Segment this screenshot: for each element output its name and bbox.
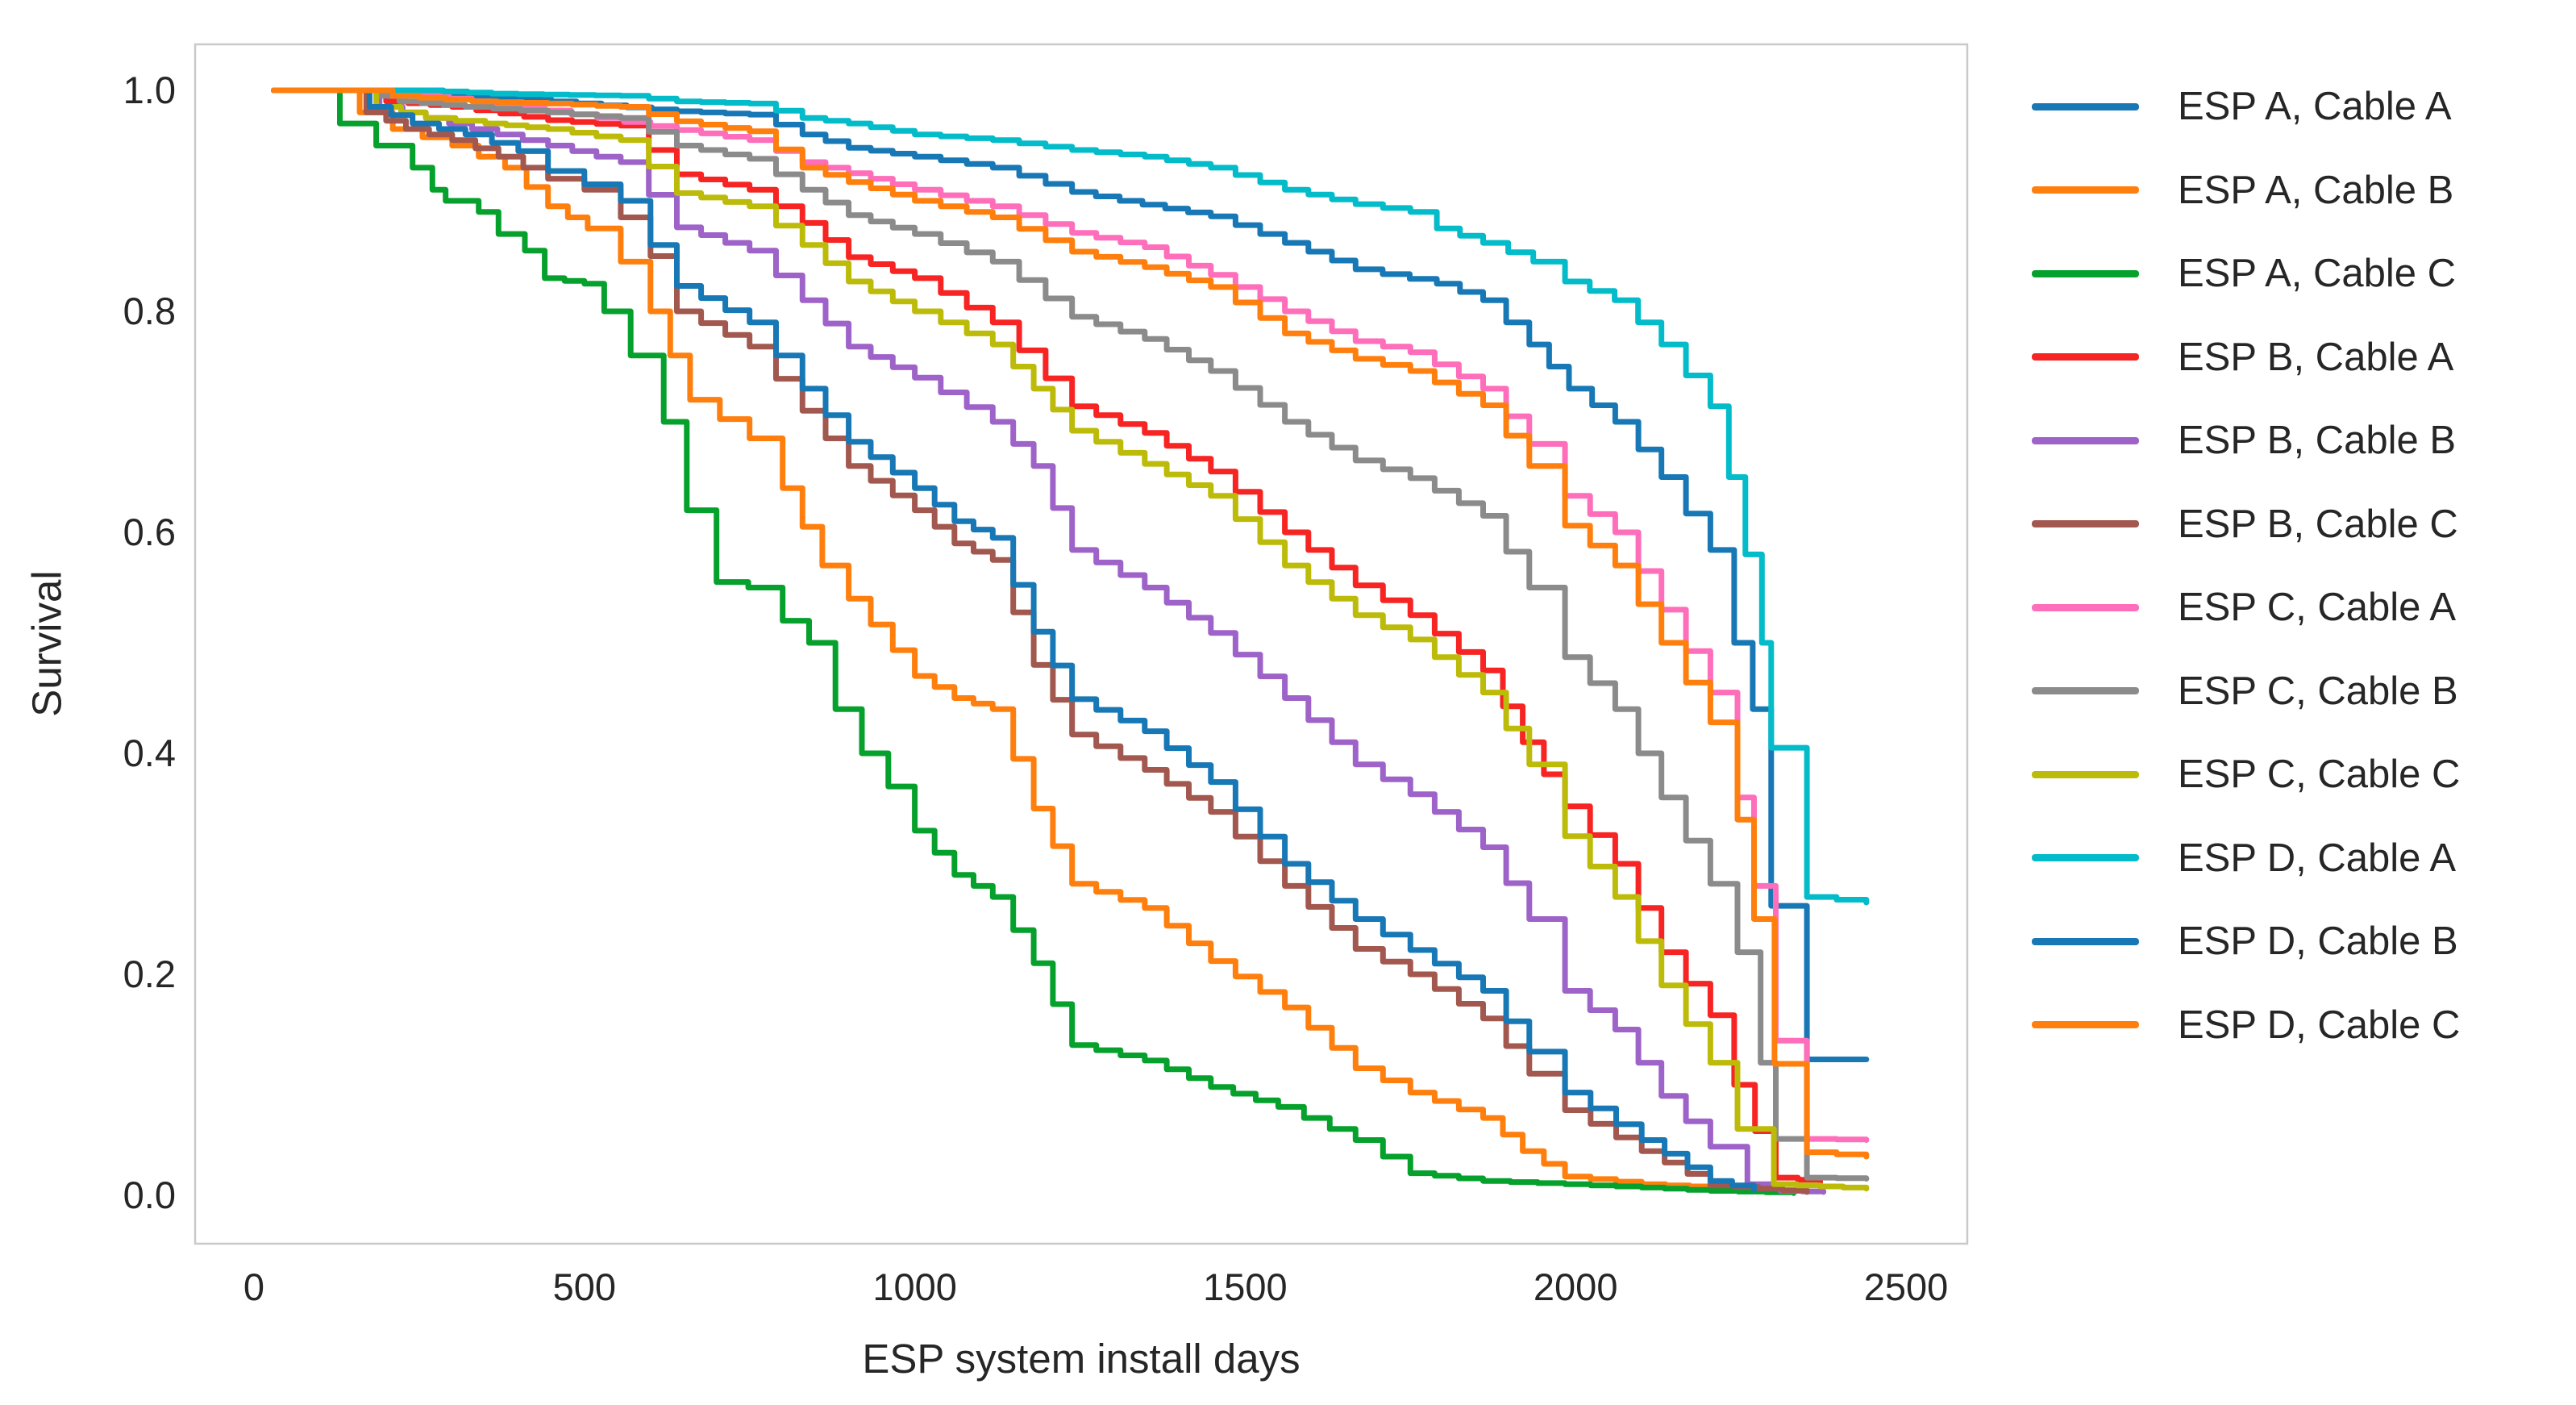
legend-swatch-icon [2032,937,2139,945]
legend-swatch-icon [2032,854,2139,861]
legend-label: ESP D, Cable A [2178,836,2457,880]
legend-item-6: ESP C, Cable A [2032,582,2456,633]
legend-swatch-icon [2032,436,2139,444]
survival-curve-1 [271,87,1741,1192]
y-tick-0.6: 0.6 [123,511,176,553]
x-tick-2500: 2500 [1863,1265,1949,1308]
legend-item-8: ESP C, Cable C [2032,748,2460,800]
legend-swatch-icon [2032,520,2139,527]
legend-item-5: ESP B, Cable C [2032,498,2458,550]
x-tick-2000: 2000 [1533,1265,1618,1308]
legend-item-7: ESP C, Cable B [2032,665,2458,717]
x-tick-1500: 1500 [1203,1265,1288,1308]
legend-item-9: ESP D, Cable A [2032,832,2456,884]
y-tick-0.8: 0.8 [123,290,176,332]
legend-swatch-icon [2032,770,2139,778]
legend-item-3: ESP B, Cable A [2032,331,2453,383]
legend-label: ESP A, Cable A [2178,85,2452,128]
legend-label: ESP B, Cable B [2178,419,2457,462]
survival-curve-11 [271,87,1870,1160]
legend-label: ESP B, Cable A [2178,335,2454,379]
legend-label: ESP B, Cable C [2178,502,2458,546]
survival-curve-4 [271,87,1827,1195]
plot-border [194,43,1969,1245]
legend-swatch-icon [2032,603,2139,611]
survival-curve-8 [271,87,1870,1192]
y-tick-0.4: 0.4 [123,732,176,774]
survival-curve-10 [271,87,1757,1193]
survival-curve-2 [271,87,1797,1196]
x-tick-1000: 1000 [872,1265,957,1308]
y-tick-0.2: 0.2 [123,953,176,995]
legend-item-4: ESP B, Cable B [2032,415,2456,466]
y-tick-0.0: 0.0 [123,1174,176,1216]
survival-curve-7 [271,87,1870,1182]
legend-item-2: ESP A, Cable C [2032,248,2456,299]
x-tick-0: 0 [243,1265,265,1308]
legend-item-1: ESP A, Cable B [2032,165,2453,216]
legend-swatch-icon [2032,186,2139,194]
survival-curve-3 [271,87,1823,1186]
survival-curve-5 [271,87,1810,1195]
legend-label: ESP C, Cable B [2178,669,2458,713]
legend-label: ESP C, Cable A [2178,586,2457,629]
y-axis-title: Survival [23,570,70,717]
legend-item-0: ESP A, Cable A [2032,81,2452,132]
legend-item-10: ESP D, Cable B [2032,915,2458,967]
legend-label: ESP C, Cable C [2178,753,2461,796]
y-tick-1.0: 1.0 [123,69,176,111]
legend-item-11: ESP D, Cable C [2032,999,2460,1051]
legend-label: ESP D, Cable C [2178,1003,2461,1047]
legend-swatch-icon [2032,687,2139,694]
legend-swatch-icon [2032,1021,2139,1028]
legend-label: ESP A, Cable C [2178,252,2457,295]
legend-label: ESP A, Cable B [2178,168,2454,212]
legend-swatch-icon [2032,269,2139,277]
legend-swatch-icon [2032,102,2139,110]
x-tick-500: 500 [552,1265,616,1308]
legend-swatch-icon [2032,353,2139,361]
survival-curve-9 [271,87,1870,906]
x-axis-title: ESP system install days [862,1336,1300,1382]
legend-label: ESP D, Cable B [2178,919,2458,963]
